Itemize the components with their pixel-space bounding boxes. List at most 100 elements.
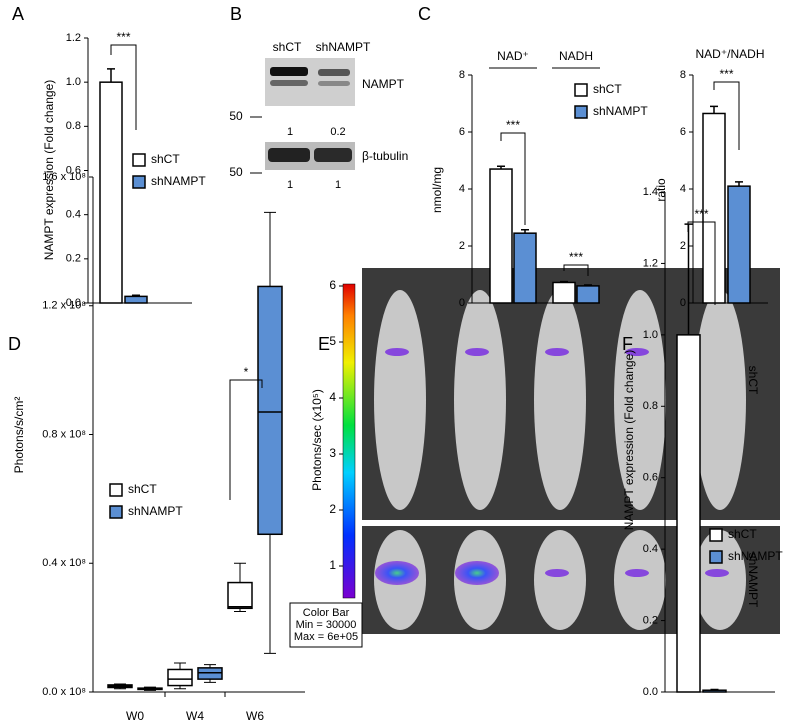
quant-label: 1 [287, 126, 293, 138]
signal [465, 348, 489, 356]
significance-bracket [563, 264, 589, 276]
legend-swatch [109, 483, 123, 497]
panel-letter: D [8, 334, 21, 354]
colorbar-label: Photons/sec (x10⁵) [310, 389, 324, 491]
panel-letter: B [230, 4, 242, 24]
error-bar [735, 181, 743, 187]
whisker [174, 662, 186, 690]
legend-label: shNAMPT [593, 104, 648, 118]
colorbar-tick-label: 6 [329, 278, 336, 292]
y-tick-label: 0.4 [66, 209, 81, 221]
box [167, 668, 193, 687]
legend-swatch [574, 83, 588, 97]
legend-swatch [132, 153, 146, 167]
chart-panel: A NAMPT expression (Fold change) 0.0 0.2 0.4… [12, 4, 206, 309]
y-tick-label: 1.6 x 10⁸ [42, 171, 86, 183]
bioluminescence-imaging: E shCT shNAMPT Photons/sec (x10⁵) Color … [289, 268, 780, 648]
category-label: NADH [559, 49, 593, 63]
colorbar [342, 283, 356, 599]
x-tick-label: W0 [126, 709, 144, 723]
y-tick-label: 4 [459, 183, 465, 195]
bar [124, 295, 148, 304]
row-label: shCT [746, 366, 760, 395]
legend-label: shCT [128, 482, 157, 496]
y-tick-label: 0.6 [66, 164, 81, 176]
y-tick-label: 1.2 [643, 257, 658, 269]
blot-band [314, 148, 352, 162]
chart-panel: D Photons/s/cm² 0.0 x 10⁸ 0.4 x 10⁸ 0.8 x 10… [8, 171, 305, 723]
bar [99, 81, 123, 304]
error-bar [132, 294, 140, 297]
y-tick-label: 0 [680, 297, 686, 309]
category-label: NAD⁺ [497, 49, 529, 63]
signal [455, 561, 499, 585]
quant-label: 0.2 [330, 126, 345, 138]
lane-label: shNAMPT [316, 40, 371, 54]
legend-label: shNAMPT [128, 504, 183, 518]
significance-bracket [229, 379, 263, 500]
marker-label: 50 [229, 165, 243, 179]
blot-band [318, 81, 350, 86]
band-label: NAMPT [362, 77, 405, 91]
blot-band [270, 67, 308, 76]
panel-letter: C [418, 4, 431, 24]
y-tick-label: 0.6 [643, 472, 658, 484]
y-tick-label: 8 [459, 69, 465, 81]
y-tick-label: 0.2 [643, 614, 658, 626]
marker-label: 50 [229, 109, 243, 123]
blot-band [318, 69, 350, 76]
panel-letter: A [12, 4, 24, 24]
chart-title: NAD⁺/NADH [695, 47, 764, 61]
error-bar [584, 284, 592, 286]
signal [545, 569, 569, 577]
y-tick-label: 0.2 [66, 253, 81, 265]
legend-text: Color Bar [303, 607, 350, 619]
mouse [694, 530, 746, 630]
legend-label: shCT [728, 527, 757, 541]
mouse [534, 530, 586, 630]
mouse [614, 530, 666, 630]
panel-letter: E [318, 334, 330, 354]
y-tick-label: 6 [680, 126, 686, 138]
mouse [694, 290, 746, 510]
error-bar [107, 68, 115, 83]
mouse [614, 290, 666, 510]
legend-swatch [709, 550, 723, 564]
y-tick-label: 1.4 [643, 186, 658, 198]
box [257, 285, 283, 536]
legend-label: shCT [593, 82, 622, 96]
significance-label: *** [116, 30, 130, 44]
box [227, 581, 253, 610]
error-bar [710, 688, 719, 691]
y-axis-label: NAMPT expression (Fold change) [42, 80, 56, 261]
bar [513, 232, 537, 304]
mouse [374, 290, 426, 510]
error-bar [710, 105, 718, 114]
y-axis-label: Photons/s/cm² [12, 397, 26, 474]
mouse [534, 290, 586, 510]
western-blot: B shCT shNAMPT NAMPT 50 1 0.2 β-tubulin … [229, 4, 408, 191]
y-tick-label: 2 [680, 240, 686, 252]
lane-label: shCT [273, 40, 302, 54]
colorbar-legend [289, 602, 363, 648]
colorbar-tick-label: 5 [329, 334, 336, 348]
legend-swatch [709, 528, 723, 542]
legend-label: shNAMPT [151, 174, 206, 188]
error-bar [521, 229, 529, 234]
y-tick-label: 4 [680, 183, 686, 195]
significance-bracket [687, 221, 716, 305]
y-tick-label: 0.8 [66, 120, 81, 132]
y-tick-label: 8 [680, 69, 686, 81]
significance-label: *** [694, 207, 708, 221]
y-tick-label: 0 [459, 297, 465, 309]
significance-bracket [713, 81, 740, 150]
signal [545, 348, 569, 356]
y-tick-label: 0.4 [643, 543, 658, 555]
bar [702, 689, 727, 693]
y-tick-label: 1.0 [66, 76, 81, 88]
signal [705, 569, 729, 577]
legend-swatch [574, 105, 588, 119]
panel-letter: F [622, 334, 633, 354]
